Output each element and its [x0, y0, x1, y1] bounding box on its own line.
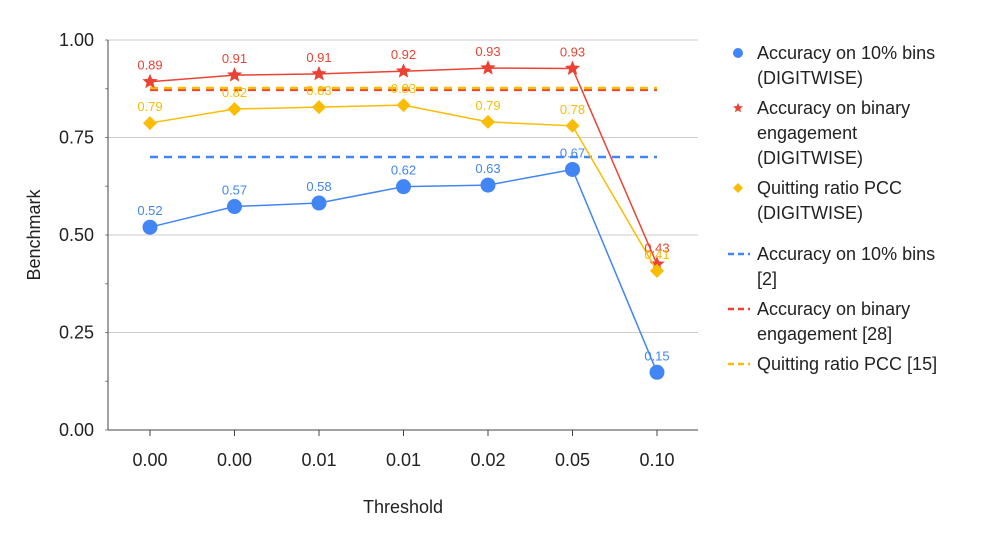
- data-point: [143, 116, 157, 131]
- series: [142, 60, 665, 380]
- data-point: [565, 118, 580, 133]
- data-point: [649, 364, 665, 380]
- legend-label: (DIGITWISE): [757, 203, 863, 223]
- x-tick-label: 0.01: [386, 450, 421, 470]
- legend-entry: Accuracy on 10% bins (DIGITWISE): [733, 43, 935, 88]
- legend-marker: [733, 183, 743, 193]
- legend-label: Accuracy on binary: [757, 98, 910, 118]
- legend-label: Quitting ratio PCC: [757, 178, 902, 198]
- y-tick-label: 0.25: [59, 323, 94, 343]
- data-point: [227, 102, 242, 117]
- legend-label: (DIGITWISE): [757, 148, 863, 168]
- data-point: [311, 65, 327, 81]
- x-axis-title: Threshold: [363, 497, 443, 517]
- legend-label: engagement: [757, 123, 857, 143]
- data-point: [227, 199, 242, 215]
- data-label: 0.78: [560, 102, 585, 117]
- data-point: [142, 73, 158, 89]
- legend: Accuracy on 10% bins(DIGITWISE)Accuracy …: [728, 43, 937, 374]
- data-point: [480, 177, 496, 193]
- grid: [108, 39, 698, 431]
- legend-marker: [733, 102, 743, 113]
- data-label: 0.43: [644, 240, 669, 255]
- data-point: [650, 263, 664, 278]
- data-point: [480, 60, 496, 75]
- data-point: [395, 63, 412, 78]
- series-line: [149, 168, 658, 373]
- legend-entry: Accuracy on binary engagement (DIGITWISE): [733, 98, 910, 168]
- data-point: [564, 60, 581, 75]
- data-label: 0.83: [306, 83, 331, 98]
- data-label: 0.83: [391, 81, 416, 96]
- x-tick-label: 0.00: [132, 450, 167, 470]
- y-tick-label: 0.00: [59, 420, 94, 440]
- data-label: 0.82: [222, 85, 247, 100]
- data-point: [312, 100, 326, 115]
- y-tick-label: 0.75: [59, 128, 94, 148]
- y-tick-label: 0.50: [59, 225, 94, 245]
- x-tick-label: 0.10: [639, 450, 674, 470]
- x-tick-label: 0.05: [555, 450, 590, 470]
- data-point: [649, 256, 665, 271]
- legend-entry: Quitting ratio PCC [15]: [728, 354, 937, 374]
- data-point: [226, 67, 243, 82]
- data-label: 0.41: [644, 247, 669, 262]
- data-labels: 0.52 0.57 0.58 0.62 0.63 0.67 0.15 0.89 0.91 0.91…: [137, 44, 669, 363]
- data-label: 0.93: [475, 44, 500, 59]
- data-label: 0.15: [644, 348, 669, 363]
- legend-entry: Accuracy on 10% bins [2]: [728, 244, 935, 289]
- x-tick-label: 0.00: [217, 450, 252, 470]
- x-tick-label: 0.02: [470, 450, 505, 470]
- axes: 0.00 0.25 0.50 0.75 1.00 0.00 0.00 0.01 0.01 0.02…: [59, 30, 698, 470]
- legend-label: Quitting ratio PCC [15]: [757, 354, 937, 374]
- y-axis-title: Benchmark: [24, 188, 44, 280]
- data-label: 0.92: [391, 47, 416, 62]
- data-point: [565, 161, 580, 177]
- data-label: 0.62: [391, 163, 416, 178]
- legend-entry: Quitting ratio PCC (DIGITWISE): [733, 178, 902, 223]
- x-tick-label: 0.01: [301, 450, 336, 470]
- data-point: [396, 98, 411, 113]
- data-label: 0.93: [560, 44, 585, 59]
- legend-label: Accuracy on 10% bins: [757, 43, 935, 63]
- legend-label: [2]: [757, 269, 777, 289]
- legend-marker: [733, 48, 743, 58]
- data-label: 0.91: [222, 51, 247, 66]
- data-label: 0.67: [560, 145, 585, 160]
- data-label: 0.89: [137, 58, 162, 73]
- data-label: 0.57: [222, 183, 247, 198]
- legend-entry: Accuracy on binary engagement [28]: [728, 299, 910, 344]
- legend-label: engagement [28]: [757, 324, 892, 344]
- data-point: [396, 179, 411, 195]
- legend-label: (DIGITWISE): [757, 68, 863, 88]
- data-label: 0.52: [137, 203, 162, 218]
- legend-label: Accuracy on binary: [757, 299, 910, 319]
- data-point: [142, 219, 158, 235]
- data-label: 0.58: [306, 179, 331, 194]
- data-point: [481, 114, 495, 129]
- data-label: 0.79: [475, 98, 500, 113]
- data-label: 0.79: [137, 99, 162, 114]
- legend-label: Accuracy on 10% bins: [757, 244, 935, 264]
- reference-lines: [150, 86, 657, 159]
- y-tick-label: 1.00: [59, 30, 94, 50]
- data-label: 0.91: [306, 50, 331, 65]
- data-label: 0.63: [475, 161, 500, 176]
- data-point: [311, 195, 327, 211]
